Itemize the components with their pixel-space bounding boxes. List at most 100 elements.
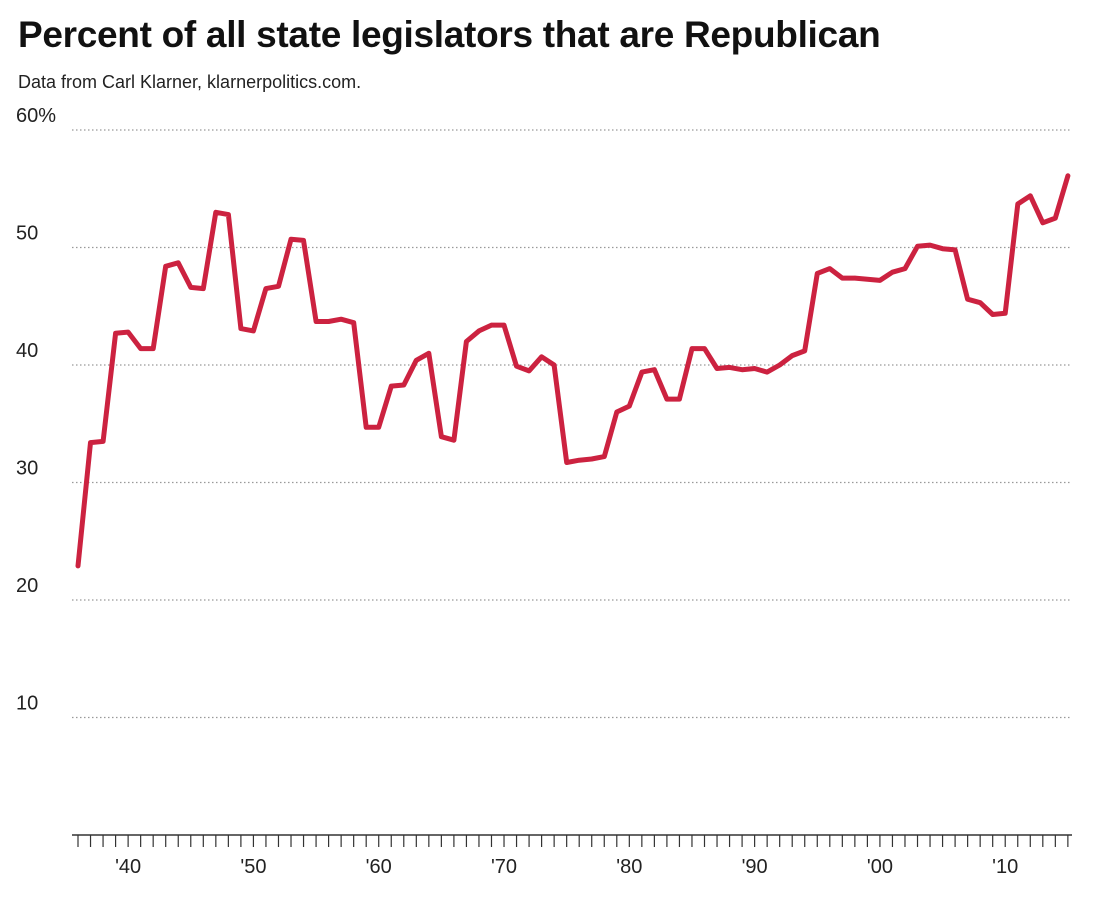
data-point <box>163 264 168 269</box>
data-point <box>652 367 657 372</box>
data-point <box>739 367 745 372</box>
data-point <box>990 312 995 317</box>
data-point <box>338 316 344 322</box>
data-point <box>75 563 81 569</box>
data-point <box>451 438 457 443</box>
data-point <box>890 269 895 275</box>
data-point <box>464 339 469 344</box>
data-point <box>764 369 770 375</box>
data-point <box>589 456 594 462</box>
x-tick-label: '40 <box>115 856 141 878</box>
y-tick-label: 20 <box>16 575 38 597</box>
data-point <box>752 366 757 371</box>
data-point <box>439 434 444 439</box>
data-point <box>940 246 945 251</box>
data-point <box>614 409 619 415</box>
series-group <box>75 173 1071 569</box>
data-point <box>564 460 569 465</box>
data-point <box>1040 220 1046 226</box>
data-point <box>727 365 732 370</box>
data-point <box>577 457 582 463</box>
data-point <box>802 348 807 354</box>
data-point <box>551 362 557 368</box>
data-point <box>1028 193 1033 198</box>
data-point <box>501 322 507 328</box>
data-point <box>201 286 206 291</box>
data-point <box>602 454 607 459</box>
data-point <box>627 403 632 409</box>
data-point <box>238 326 244 331</box>
data-point <box>1065 173 1071 179</box>
data-point <box>664 396 670 402</box>
data-point <box>777 362 782 368</box>
y-axis-ticks: 10 20 30 40 50 60% <box>16 105 56 715</box>
data-point <box>414 358 419 363</box>
data-point <box>1003 311 1008 316</box>
y-tick-label: 50 <box>16 223 38 245</box>
gridlines <box>72 129 1072 719</box>
data-point <box>138 346 143 351</box>
data-point <box>1053 215 1058 221</box>
chart-title: Percent of all state legislators that ar… <box>18 14 881 55</box>
data-point <box>815 271 820 276</box>
data-point <box>489 322 494 328</box>
x-tick-label: '50 <box>240 856 266 878</box>
data-point <box>389 383 394 389</box>
data-point <box>476 328 482 334</box>
data-point <box>326 319 331 324</box>
x-axis: '40 '50 '60 '70 '80 '90 '00 '10 <box>72 834 1072 878</box>
data-point <box>877 278 883 283</box>
data-point <box>915 244 920 249</box>
data-point <box>376 425 381 430</box>
data-point <box>301 238 306 243</box>
data-point <box>125 329 131 335</box>
data-point <box>840 275 845 281</box>
data-point <box>226 212 231 217</box>
x-tick-label: '60 <box>366 856 392 878</box>
data-point <box>426 351 432 356</box>
data-point <box>965 297 970 302</box>
x-tick-label: '00 <box>867 856 893 878</box>
data-point <box>88 440 93 445</box>
data-point <box>827 266 832 271</box>
data-point <box>714 366 720 371</box>
y-tick-label: 40 <box>16 340 38 362</box>
data-point <box>790 353 795 358</box>
data-point <box>927 242 933 248</box>
x-tick-label: '10 <box>992 856 1018 878</box>
data-point <box>977 300 983 305</box>
data-point <box>852 275 858 281</box>
data-point <box>539 354 544 359</box>
data-point <box>514 363 519 369</box>
y-tick-label: 30 <box>16 458 38 480</box>
y-tick-label: 60% <box>16 105 56 127</box>
x-tick-label: '90 <box>742 856 768 878</box>
x-tick-label: '70 <box>491 856 517 878</box>
data-point <box>865 277 870 282</box>
data-point <box>263 286 269 291</box>
data-point <box>526 368 532 374</box>
data-point <box>150 346 156 351</box>
chart-subtitle: Data from Carl Klarner, klarnerpolitics.… <box>18 72 362 92</box>
data-point <box>213 210 219 215</box>
data-point <box>288 237 294 242</box>
data-point <box>363 425 369 430</box>
data-point <box>677 396 682 402</box>
data-point <box>251 328 256 334</box>
data-point <box>702 346 707 351</box>
series-line-0 <box>75 173 1071 569</box>
data-point <box>401 382 406 388</box>
data-point <box>100 439 106 444</box>
data-point <box>689 346 695 351</box>
data-point <box>176 260 181 265</box>
data-point <box>276 284 281 289</box>
data-point <box>351 320 356 325</box>
data-point <box>639 369 645 375</box>
data-point <box>188 285 193 290</box>
data-point <box>1015 201 1020 207</box>
x-tick-label: '80 <box>616 856 642 878</box>
data-point <box>902 266 908 271</box>
y-tick-label: 10 <box>16 693 38 715</box>
data-point <box>313 319 319 324</box>
